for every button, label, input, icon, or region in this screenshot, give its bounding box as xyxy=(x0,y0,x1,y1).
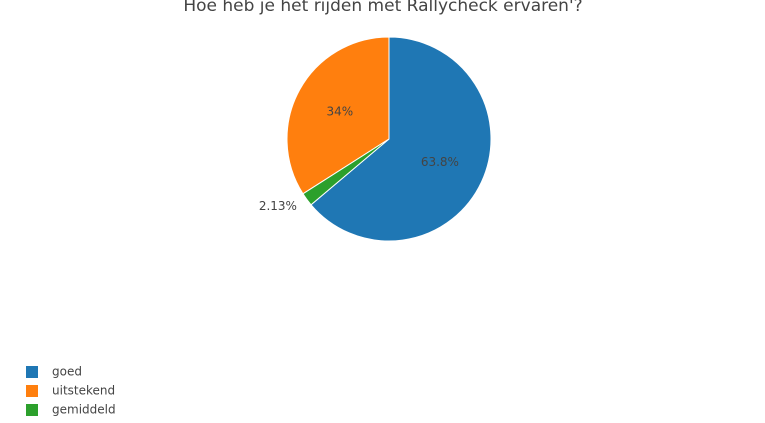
pie-slice xyxy=(310,36,492,242)
legend-swatch xyxy=(26,366,38,378)
data-label: 34% xyxy=(326,105,353,119)
pie-slice xyxy=(302,138,390,206)
data-label: 2.13% xyxy=(259,199,297,213)
legend-swatch xyxy=(26,404,38,416)
legend-label: gemiddeld xyxy=(52,403,116,417)
legend-label: goed xyxy=(52,365,82,379)
pie-slice xyxy=(286,36,390,195)
data-label: 63.8% xyxy=(421,155,459,169)
legend-label: uitstekend xyxy=(52,384,115,398)
legend-swatch xyxy=(26,385,38,397)
chart-title: Hoe heb je het rijden met Rallycheck erv… xyxy=(183,0,582,16)
